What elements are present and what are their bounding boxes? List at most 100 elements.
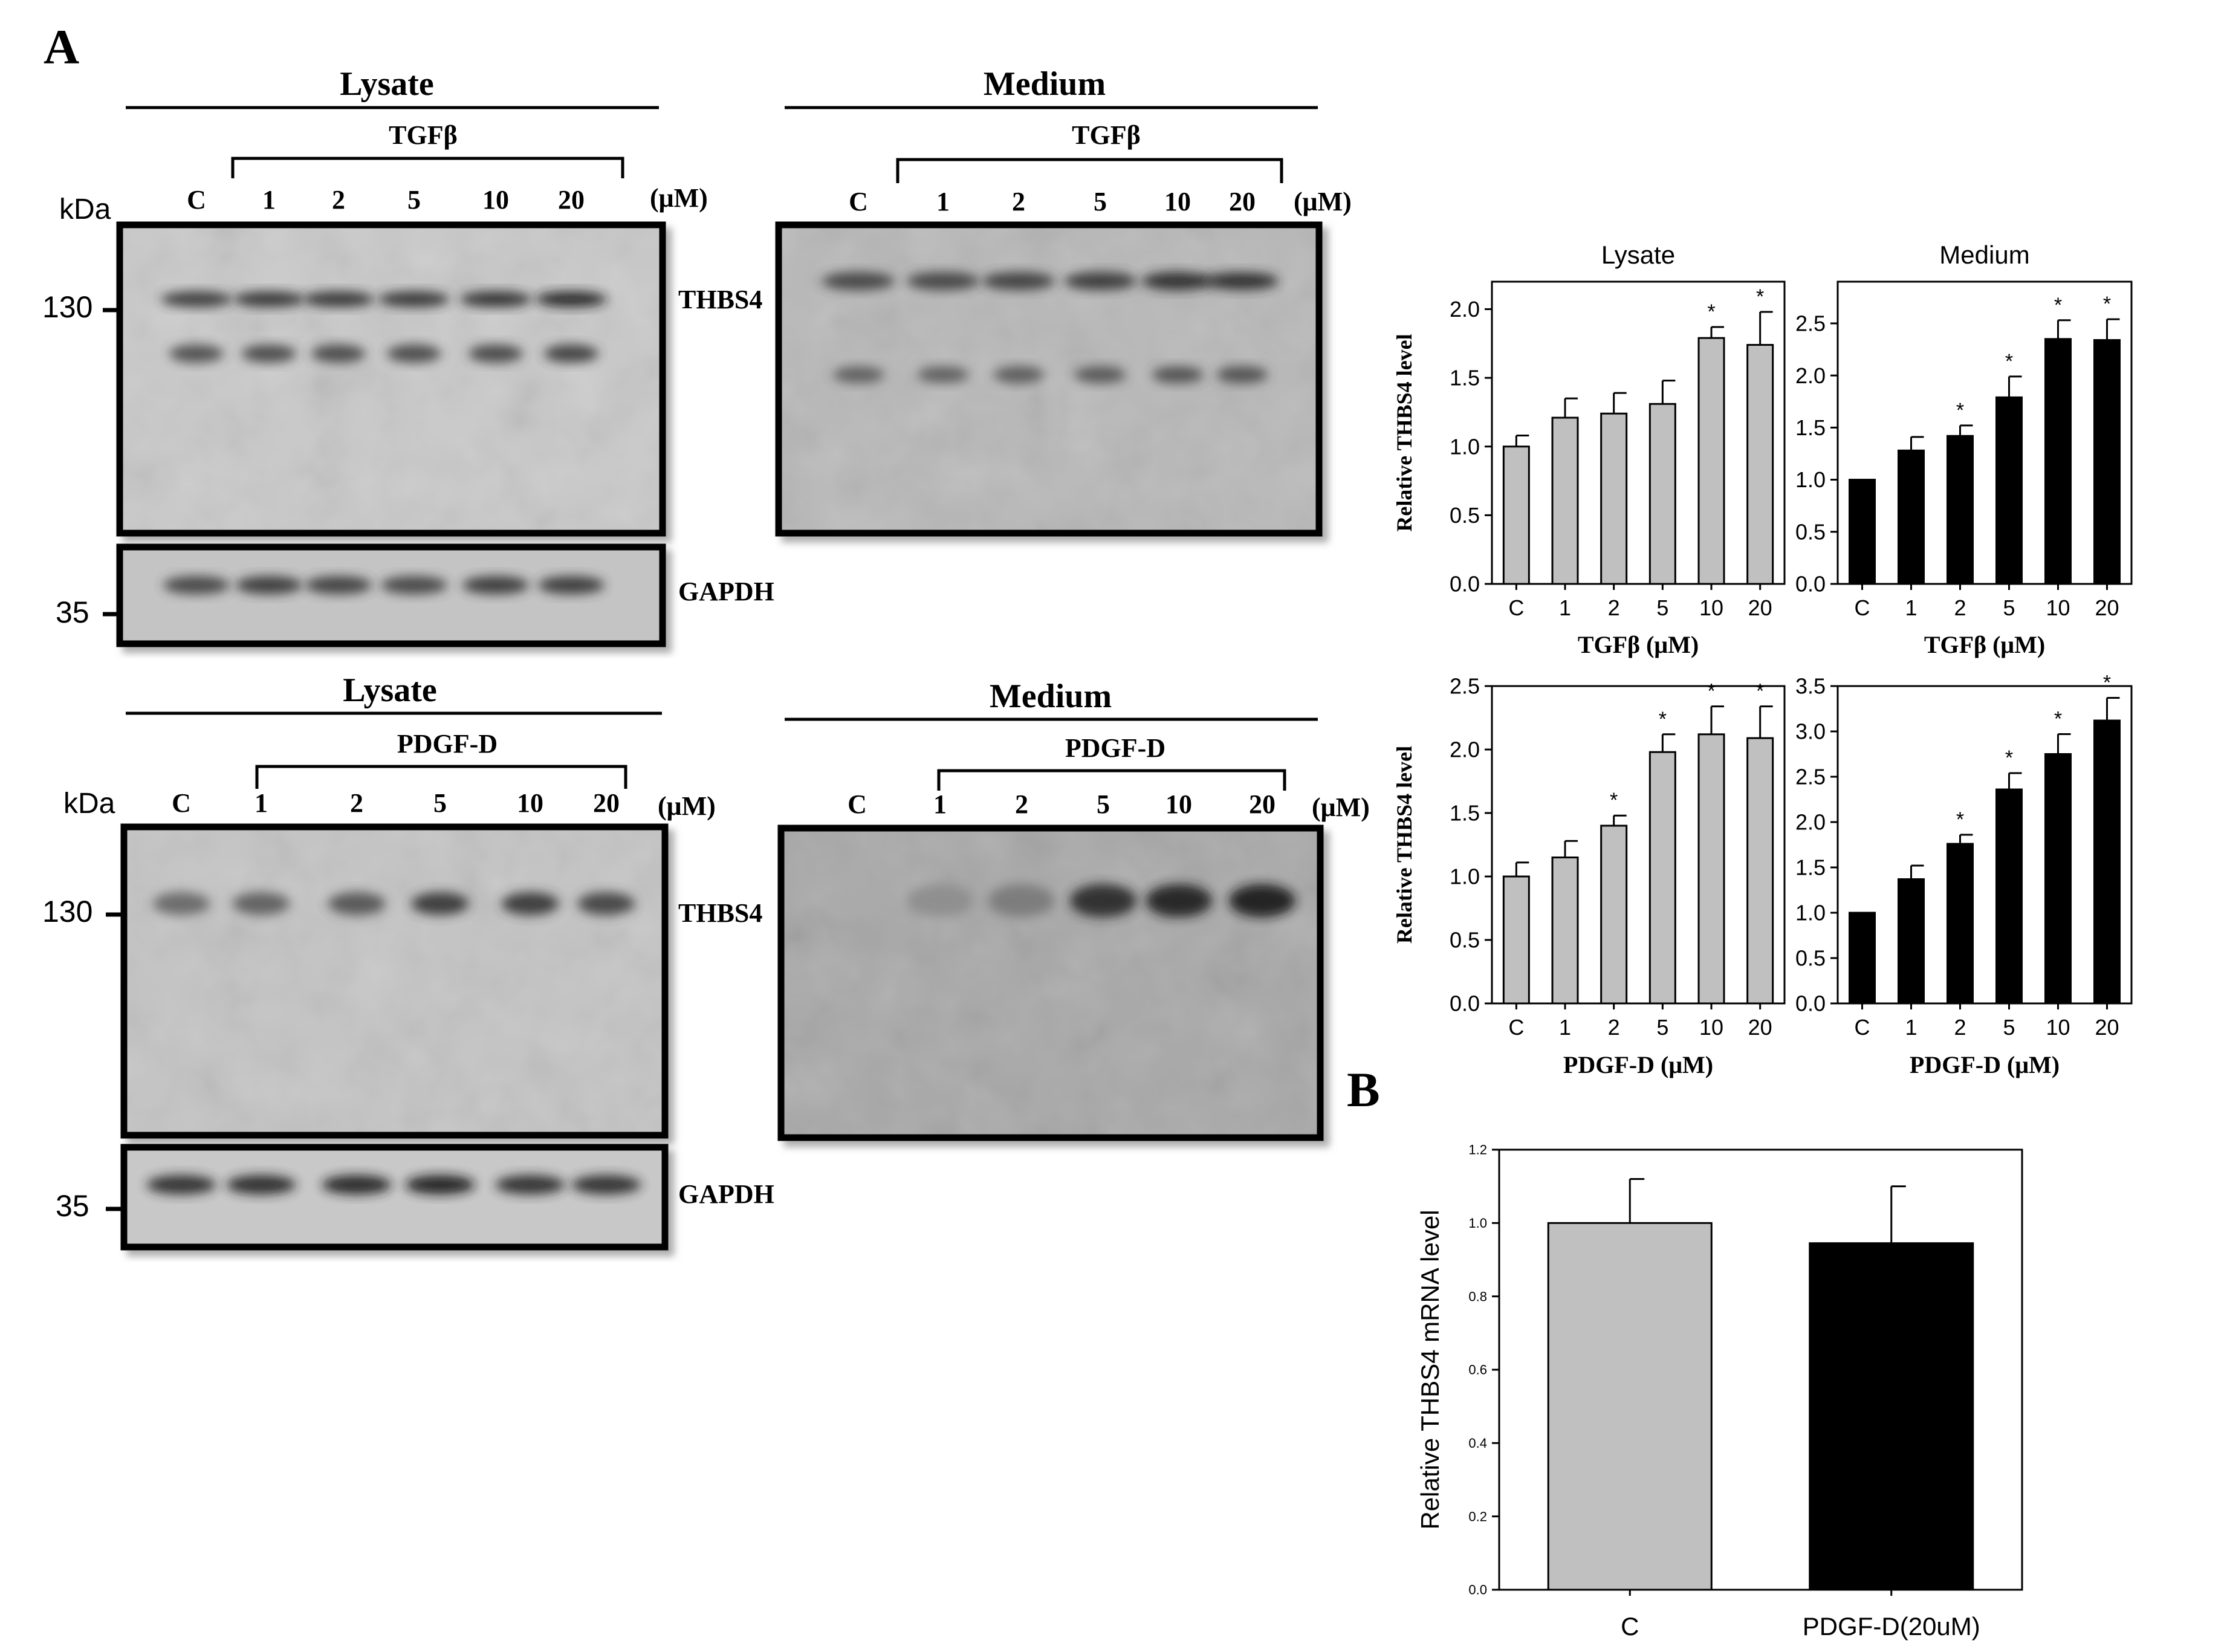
tgf-lysate-thbs4-bands (161, 291, 607, 363)
bar (1849, 912, 1876, 1005)
pdgf-lysate-thbs4-blot-texture (128, 831, 661, 1132)
bar (1600, 412, 1628, 585)
y-tick-label: 0.8 (1468, 1289, 1487, 1304)
lane-label: 20 (1249, 789, 1276, 819)
y-tick-label: 0.5 (1795, 519, 1826, 544)
bar (1947, 435, 1974, 585)
pdgf-lysate-lane-labels: C 1 2 5 10 20 (172, 788, 620, 818)
pdgf-lysate-treatment-label: PDGF-D (397, 729, 498, 759)
blot-band (378, 291, 450, 307)
blot-band (322, 1175, 392, 1194)
bar (1600, 824, 1628, 1005)
category-label: 10 (1699, 595, 1723, 620)
category-label: 5 (1656, 595, 1668, 620)
pdgf-medium-unit-label: (μM) (1312, 792, 1370, 822)
tgf-lysate-title: Lysate (340, 65, 434, 103)
significance-star: * (2103, 672, 2111, 695)
category-label: 20 (2095, 595, 2119, 620)
bar (1746, 344, 1774, 585)
chart-pdgf-lysate: 0.0 0.5 1.0 1.5 2.0 2.5 C 1 * 2 * 5 * 10 * 20 PDGF-D (μM… (1392, 674, 1786, 1078)
y-tick-label: 1.0 (1450, 434, 1480, 459)
pdgf-lysate-thbs4-label: THBS4 (678, 898, 762, 928)
lane-label: 2 (332, 185, 345, 215)
pdgf-lysate-gapdh-label: GAPDH (678, 1179, 774, 1209)
blot-band (236, 576, 302, 594)
blot-band (411, 892, 469, 915)
tgf-lysate-blot-group: Lysate TGFβ kDa C 1 2 5 10 20 (μM) 130 35 THB… (42, 65, 774, 647)
tgf-medium-lane-labels: C 1 2 5 10 20 (849, 187, 1256, 216)
pdgf-medium-lane-labels: C 1 2 5 10 20 (848, 789, 1276, 819)
tgf-medium-title: Medium (984, 65, 1106, 103)
y-tick-label: 0.0 (1795, 991, 1826, 1016)
y-tick-label: 0.0 (1450, 991, 1480, 1016)
tgf-marker-35: 35 (56, 595, 89, 629)
y-tick-label: 0.4 (1468, 1436, 1487, 1451)
significance-star: * (1956, 399, 1964, 422)
category-label: 1 (1559, 595, 1571, 620)
blot-band (1152, 366, 1204, 383)
lane-label: 20 (558, 185, 585, 215)
blot-band (462, 576, 529, 594)
category-label: 2 (1608, 1015, 1620, 1040)
significance-star: * (1707, 680, 1715, 703)
tgf-lysate-unit-label: (μM) (650, 183, 708, 213)
blot-band (468, 345, 523, 363)
bar (1995, 396, 2023, 585)
blot-band (907, 272, 979, 290)
tgf-medium-treatment-label: TGFβ (1072, 120, 1141, 150)
pdgf-medium-title: Medium (990, 678, 1112, 715)
category-label: C (1855, 1015, 1870, 1040)
pdgf-lysate-gapdh-blot (120, 1144, 669, 1251)
y-tick-label: 2.5 (1450, 674, 1480, 699)
y-tick-label: 3.5 (1795, 674, 1826, 699)
tgf-lysate-gapdh-blot (116, 543, 666, 647)
y-tick-label: 1.5 (1795, 415, 1826, 440)
lane-label: 5 (1097, 789, 1110, 819)
blot-band (544, 345, 598, 363)
blot-band (146, 1175, 216, 1194)
bar (1551, 416, 1579, 585)
lane-label: 10 (482, 185, 509, 215)
lane-label: C (848, 789, 867, 819)
plot-frame (1836, 685, 2133, 1005)
category-label: 20 (1748, 1015, 1772, 1040)
lane-label: C (187, 185, 206, 215)
category-label: 10 (2046, 595, 2070, 620)
blot-band (495, 1175, 565, 1194)
blot-band (1070, 884, 1136, 918)
tgf-lysate-kda-label: kDa (59, 193, 111, 225)
blot-band (1206, 272, 1279, 290)
chart-mrna: 0.0 0.2 0.4 0.6 0.8 1.0 1.2 C PDGF-D(20uM) Relati… (1416, 1142, 2023, 1641)
bar (1849, 479, 1876, 585)
pdgf-medium-blot-group: Medium PDGF-D C 1 2 5 10 20 (μM) (777, 678, 1370, 1141)
pdgf-lysate-kda-label: kDa (63, 788, 115, 820)
category-label: 2 (1954, 595, 1966, 620)
y-tick-label: 2.5 (1795, 765, 1826, 789)
blot-band (387, 345, 441, 363)
significance-star: * (1659, 708, 1667, 731)
y-tick-label: 2.0 (1795, 363, 1826, 388)
blot-band (233, 291, 305, 307)
x-axis-label: TGFβ (μM) (1924, 631, 2045, 658)
bar (1551, 857, 1579, 1005)
blot-band (982, 272, 1055, 290)
pdgf-lysate-unit-label: (μM) (658, 791, 716, 821)
pdgf-medium-thbs4-bands (824, 884, 1295, 918)
plot-frame (1491, 280, 1786, 585)
pdgf-lysate-bracket (255, 765, 627, 789)
chart-tgf-medium: 0.0 0.5 1.0 1.5 2.0 2.5 C 1 * 2 * 5 * 10 * 20 Medium TGFβ… (1795, 241, 2133, 658)
lane-label: 10 (517, 788, 543, 818)
bar (2044, 753, 2072, 1005)
lane-label: 5 (433, 788, 447, 818)
bar (1809, 1242, 1974, 1591)
x-axis-label: PDGF-D (μM) (1563, 1051, 1713, 1078)
x-axis-label: TGFβ (μM) (1578, 631, 1699, 658)
category-label: PDGF-D(20uM) (1803, 1612, 1980, 1641)
blot-band (305, 576, 372, 594)
lane-label: 10 (1164, 187, 1191, 216)
bar (1746, 737, 1774, 1005)
lane-label: 10 (1165, 789, 1192, 819)
y-tick-label: 2.0 (1450, 737, 1480, 762)
panel-label-b: B (1347, 1062, 1380, 1117)
